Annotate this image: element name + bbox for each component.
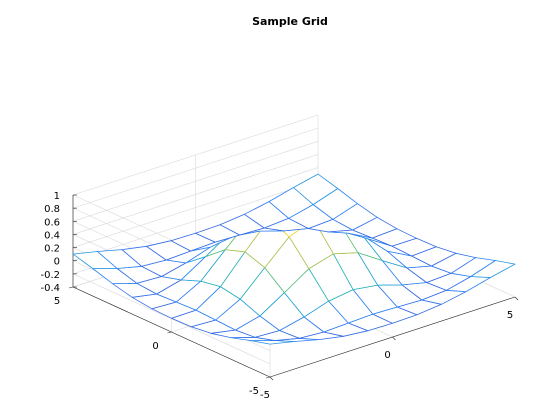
axis-layer bbox=[68, 194, 519, 381]
z-tick-label: 1 bbox=[54, 191, 60, 202]
wall-grid-line bbox=[72, 127, 319, 209]
y-tick-mark bbox=[265, 376, 271, 379]
wall-grid-line bbox=[72, 114, 319, 196]
x-tick-mark bbox=[392, 336, 396, 341]
x-tick-mark bbox=[269, 376, 274, 381]
y-tick-mark bbox=[68, 286, 74, 289]
mesh-cell bbox=[293, 173, 339, 205]
y-tick-label: 0 bbox=[152, 341, 158, 352]
z-tick-label: 0 bbox=[54, 257, 60, 268]
wall-grid-line bbox=[72, 141, 319, 222]
z-tick-label: 0.2 bbox=[44, 244, 60, 255]
z-tick-label: -0.2 bbox=[40, 270, 60, 281]
y-tick-mark bbox=[167, 331, 172, 334]
z-tick-label: -0.4 bbox=[40, 283, 60, 294]
wall-grid-line bbox=[72, 167, 319, 248]
z-tick-label: 0.8 bbox=[44, 204, 60, 215]
z-tick-label: 0.4 bbox=[44, 230, 60, 241]
y-tick-label: 5 bbox=[54, 296, 60, 307]
y-tick-label: -5 bbox=[249, 386, 259, 397]
x-tick-label: 5 bbox=[507, 310, 513, 321]
mesh-layer bbox=[72, 173, 516, 345]
x-tick-label: -5 bbox=[260, 390, 270, 401]
x-tick-label: 0 bbox=[384, 350, 390, 361]
wall-grid-line bbox=[72, 154, 319, 235]
label-layer: -5 0 5 -5 0 5 -0.4 -0.2 0 0.2 0.4 0.6 0.8 1 bbox=[40, 191, 513, 401]
wall-grid-line bbox=[72, 273, 271, 365]
z-tick-label: 0.6 bbox=[44, 217, 60, 228]
chart-title: Sample Grid bbox=[252, 15, 328, 28]
wall-grid-line bbox=[72, 180, 319, 261]
x-tick-mark bbox=[514, 296, 519, 301]
